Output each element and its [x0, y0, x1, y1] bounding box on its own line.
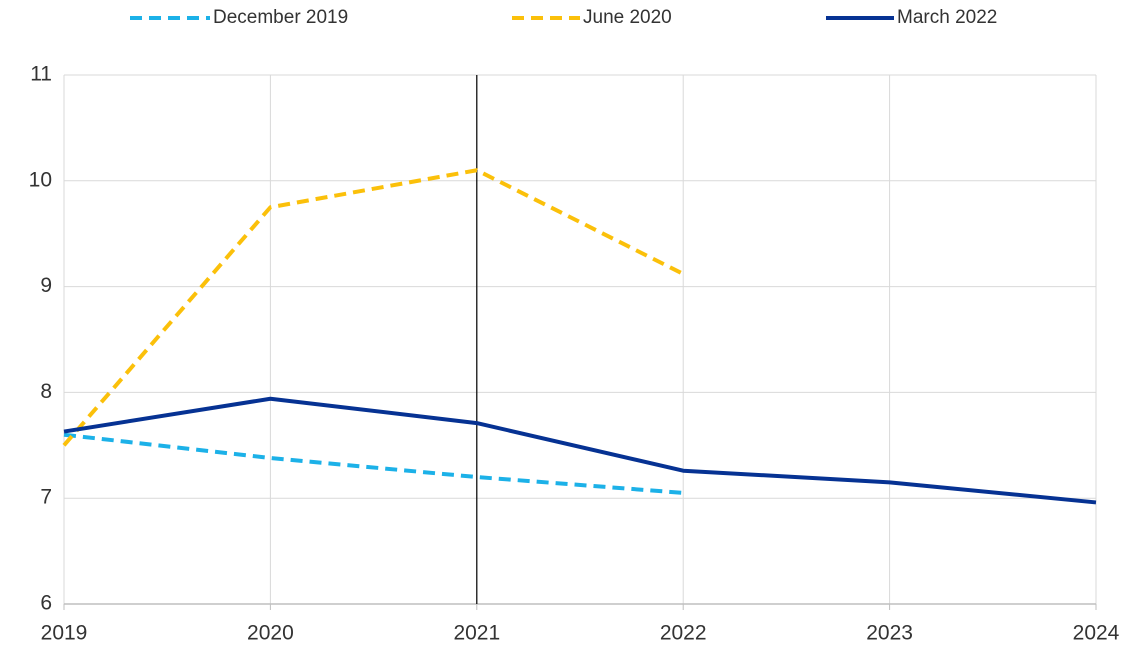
x-tick-label: 2020 — [247, 622, 294, 645]
y-tick-label: 10 — [29, 168, 52, 191]
series-line — [63, 396, 1097, 505]
x-tick-label: 2021 — [453, 622, 500, 645]
series-line — [62, 168, 685, 447]
legend-label: December 2019 — [213, 7, 348, 28]
y-tick-label: 6 — [40, 592, 52, 615]
legend-label: June 2020 — [583, 7, 672, 28]
x-tick-label: 2019 — [41, 622, 88, 645]
x-tick-label: 2024 — [1073, 622, 1120, 645]
y-tick-label: 8 — [40, 380, 52, 403]
y-tick-label: 7 — [40, 486, 52, 509]
x-tick-label: 2023 — [866, 622, 913, 645]
series-line — [63, 432, 684, 495]
y-tick-label: 9 — [40, 274, 52, 297]
y-tick-label: 11 — [30, 63, 52, 86]
x-tick-label: 2022 — [660, 622, 707, 645]
legend-label: March 2022 — [897, 7, 997, 28]
